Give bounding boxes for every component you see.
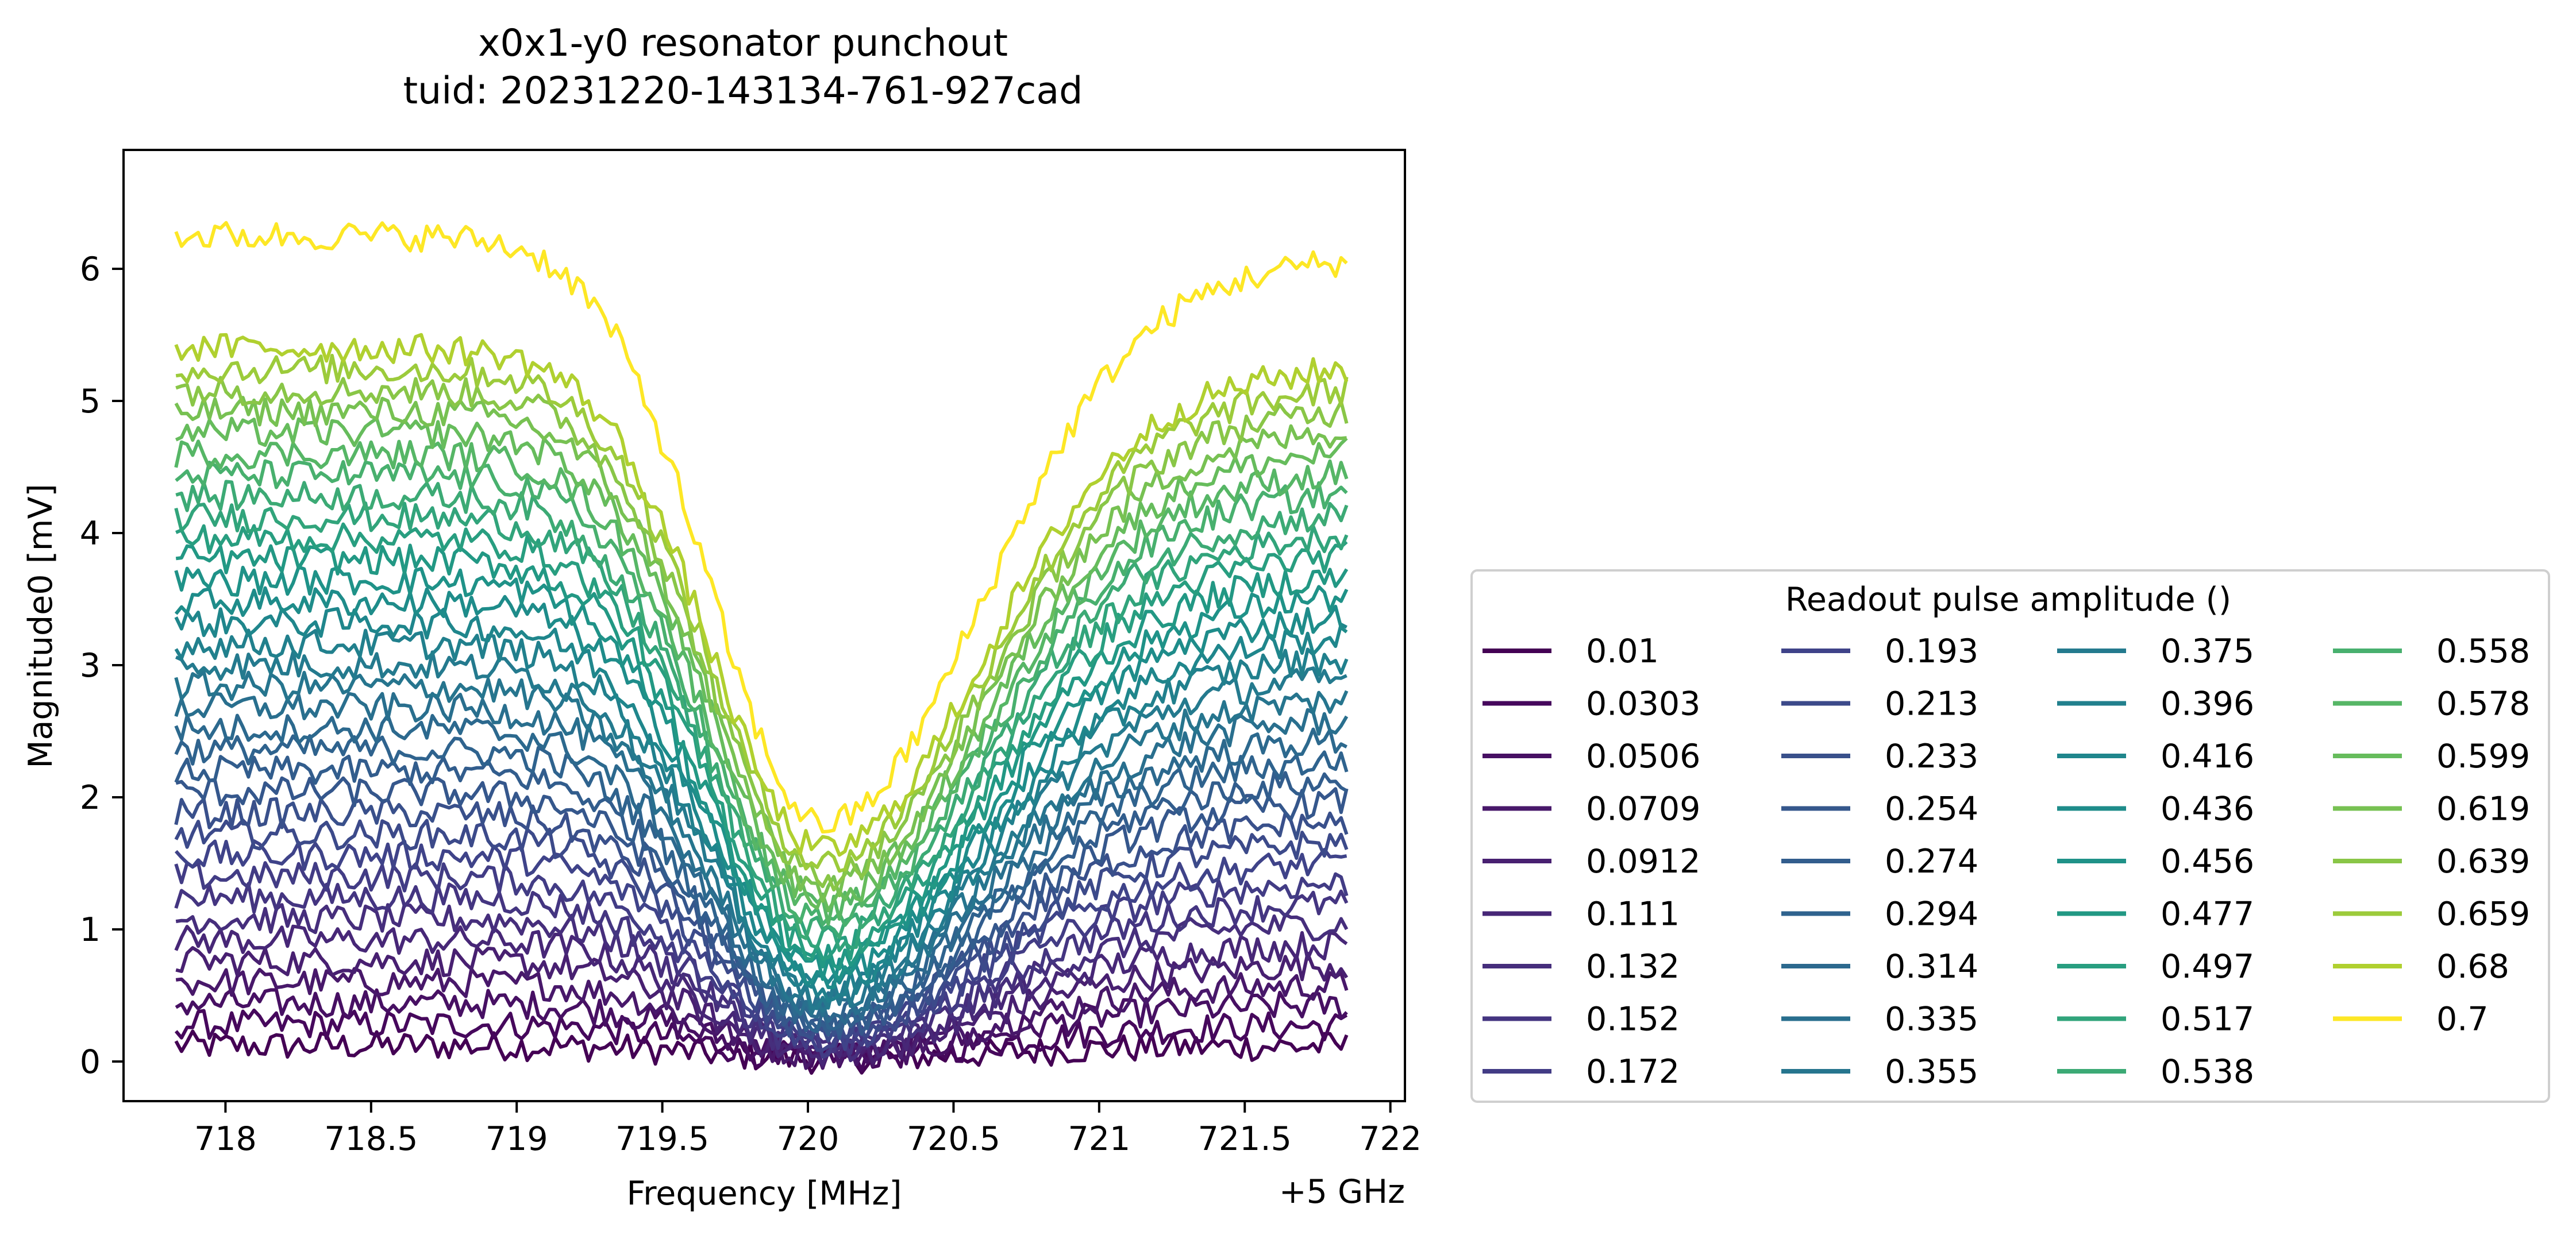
x-tick-label: 718	[194, 1120, 257, 1158]
x-tick-label: 720	[777, 1120, 840, 1158]
legend-label: 0.578	[2436, 685, 2530, 723]
legend-label: 0.294	[1885, 896, 1978, 933]
series-line-0.335	[174, 692, 1349, 1017]
series-line-0.0709	[175, 967, 1349, 1070]
series-line-0.396	[174, 628, 1349, 1003]
y-tick-label: 3	[80, 647, 101, 685]
legend-label: 0.477	[2161, 896, 2254, 933]
legend-label: 0.619	[2436, 790, 2530, 828]
legend-label: 0.172	[1586, 1053, 1680, 1091]
legend-label: 0.233	[1885, 738, 1978, 775]
legend-label: 0.254	[1885, 790, 1978, 828]
legend-label: 0.355	[1885, 1053, 1978, 1091]
series-line-0.599	[175, 416, 1348, 913]
series-line-0.497	[175, 522, 1348, 962]
series-line-0.639	[175, 376, 1349, 891]
series-line-0.456	[174, 565, 1349, 982]
series-line-0.314	[174, 713, 1347, 1025]
series-line-0.558	[175, 459, 1348, 927]
legend-label: 0.639	[2436, 843, 2530, 881]
legend-label: 0.193	[1885, 632, 1978, 670]
legend-label: 0.111	[1586, 896, 1680, 933]
x-tick-label: 721	[1068, 1120, 1130, 1158]
legend-label: 0.314	[1885, 948, 1978, 986]
legend-label: 0.659	[2436, 896, 2530, 933]
y-tick-label: 4	[80, 515, 101, 553]
series-line-0.294	[174, 734, 1349, 1033]
series-line-0.7	[174, 221, 1348, 834]
x-tick-label: 722	[1359, 1120, 1422, 1158]
x-tick-label: 719	[486, 1120, 548, 1158]
legend-label: 0.68	[2436, 948, 2509, 986]
series-line-0.375	[175, 650, 1347, 1010]
legend-label: 0.7	[2436, 1001, 2489, 1039]
series-line-0.355	[174, 670, 1349, 1016]
series-line-0.477	[175, 543, 1349, 971]
legend-label: 0.375	[2161, 632, 2254, 670]
y-tick-label: 2	[80, 779, 101, 817]
series-line-0.0912	[175, 945, 1349, 1068]
legend: Readout pulse amplitude () 0.010.03030.0…	[1470, 569, 2550, 1103]
legend-label: 0.416	[2161, 738, 2254, 775]
series-line-0.132	[175, 902, 1349, 1063]
legend-box	[1470, 569, 2550, 1103]
legend-label: 0.497	[2161, 948, 2254, 986]
series-line-0.578	[174, 439, 1349, 926]
series-line-0.436	[174, 586, 1348, 989]
legend-label: 0.0506	[1586, 738, 1700, 775]
legend-label: 0.599	[2436, 738, 2530, 775]
chart-subtitle: tuid: 20231220-143134-761-927cad	[403, 70, 1083, 113]
y-tick-label: 5	[80, 383, 101, 420]
legend-label: 0.0709	[1586, 790, 1700, 828]
series-line-0.254	[175, 776, 1349, 1040]
legend-label: 0.436	[2161, 790, 2254, 828]
y-axis-ticks: 0 1 2 3 4 5 6	[80, 250, 124, 1081]
x-axis-offset-label: +5 GHz	[1279, 1173, 1405, 1211]
legend-label: 0.396	[2161, 685, 2254, 723]
x-axis-ticks: 718 718.5 719 719.5 720 720.5 721 721.5 722	[194, 1101, 1422, 1158]
legend-label: 0.274	[1885, 843, 1978, 881]
legend-label: 0.01	[1586, 632, 1659, 670]
legend-label: 0.213	[1885, 685, 1978, 723]
x-axis-label: Frequency [MHz]	[626, 1175, 902, 1213]
legend-label: 0.517	[2161, 1001, 2254, 1039]
plot-frame	[122, 149, 1406, 1102]
legend-label: 0.558	[2436, 632, 2530, 670]
x-tick-label: 721.5	[1198, 1120, 1292, 1158]
series-line-0.68	[174, 333, 1349, 857]
x-tick-label: 718.5	[324, 1120, 418, 1158]
plot-lines	[174, 221, 1349, 1075]
legend-label: 0.538	[2161, 1053, 2254, 1091]
legend-title: Readout pulse amplitude ()	[1785, 581, 2231, 619]
series-line-0.152	[174, 882, 1349, 1059]
legend-label: 0.0912	[1586, 843, 1700, 881]
x-tick-label: 720.5	[907, 1120, 1000, 1158]
legend-label: 0.335	[1885, 1001, 1978, 1039]
legend-label: 0.132	[1586, 948, 1680, 986]
y-tick-label: 6	[80, 250, 101, 288]
chart-title: x0x1-y0 resonator punchout	[478, 22, 1008, 65]
x-tick-label: 719.5	[615, 1120, 709, 1158]
legend-label: 0.456	[2161, 843, 2254, 881]
legend-items: 0.01 0.0303 0.0506 0.0709 0.0912 0.111 0.132 0.…	[1483, 632, 2530, 1091]
y-tick-label: 0	[80, 1043, 101, 1081]
y-axis-label: Magnitude0 [mV]	[22, 484, 60, 768]
legend-label: 0.0303	[1586, 685, 1700, 723]
series-line-0.0303	[174, 1008, 1348, 1072]
y-tick-label: 1	[80, 911, 101, 949]
legend-label: 0.152	[1586, 1001, 1680, 1039]
